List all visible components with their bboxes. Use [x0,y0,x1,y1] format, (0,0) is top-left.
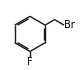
Text: Br: Br [64,20,75,30]
Text: F: F [27,57,33,67]
